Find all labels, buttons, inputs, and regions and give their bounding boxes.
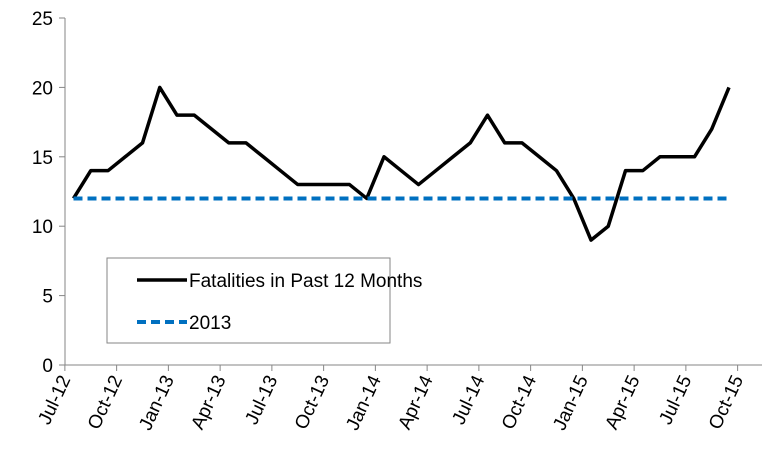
x-tick-label: Jul-14 xyxy=(449,372,490,428)
series-line xyxy=(72,85,731,242)
legend-label: 2013 xyxy=(189,313,231,334)
x-tick-label: Jul-13 xyxy=(242,372,283,428)
x-tick-label: Jul-12 xyxy=(35,372,76,428)
x-tick-label: Jan-14 xyxy=(342,372,386,434)
y-tick-label: 5 xyxy=(42,287,53,308)
y-tick-label: 15 xyxy=(32,148,53,169)
x-tick-label: Oct-14 xyxy=(498,372,541,433)
x-tick-label: Oct-15 xyxy=(705,372,748,433)
x-tick-label: Jul-15 xyxy=(656,372,697,428)
y-tick-label: 20 xyxy=(32,78,53,99)
x-tick-label: Apr-13 xyxy=(188,372,231,433)
x-tick-label: Jan-15 xyxy=(549,372,593,434)
y-tick-label: 0 xyxy=(42,356,53,377)
legend-label: Fatalities in Past 12 Months xyxy=(189,271,422,292)
y-tick-label: 10 xyxy=(32,217,53,238)
x-tick-label: Oct-12 xyxy=(84,372,127,433)
x-tick-label: Oct-13 xyxy=(291,372,334,433)
legend-box xyxy=(106,257,391,344)
x-tick-label: Apr-14 xyxy=(395,372,438,433)
x-tick-label: Apr-15 xyxy=(602,372,645,433)
y-tick-label: 25 xyxy=(32,9,53,30)
x-tick-label: Jan-13 xyxy=(135,372,179,434)
